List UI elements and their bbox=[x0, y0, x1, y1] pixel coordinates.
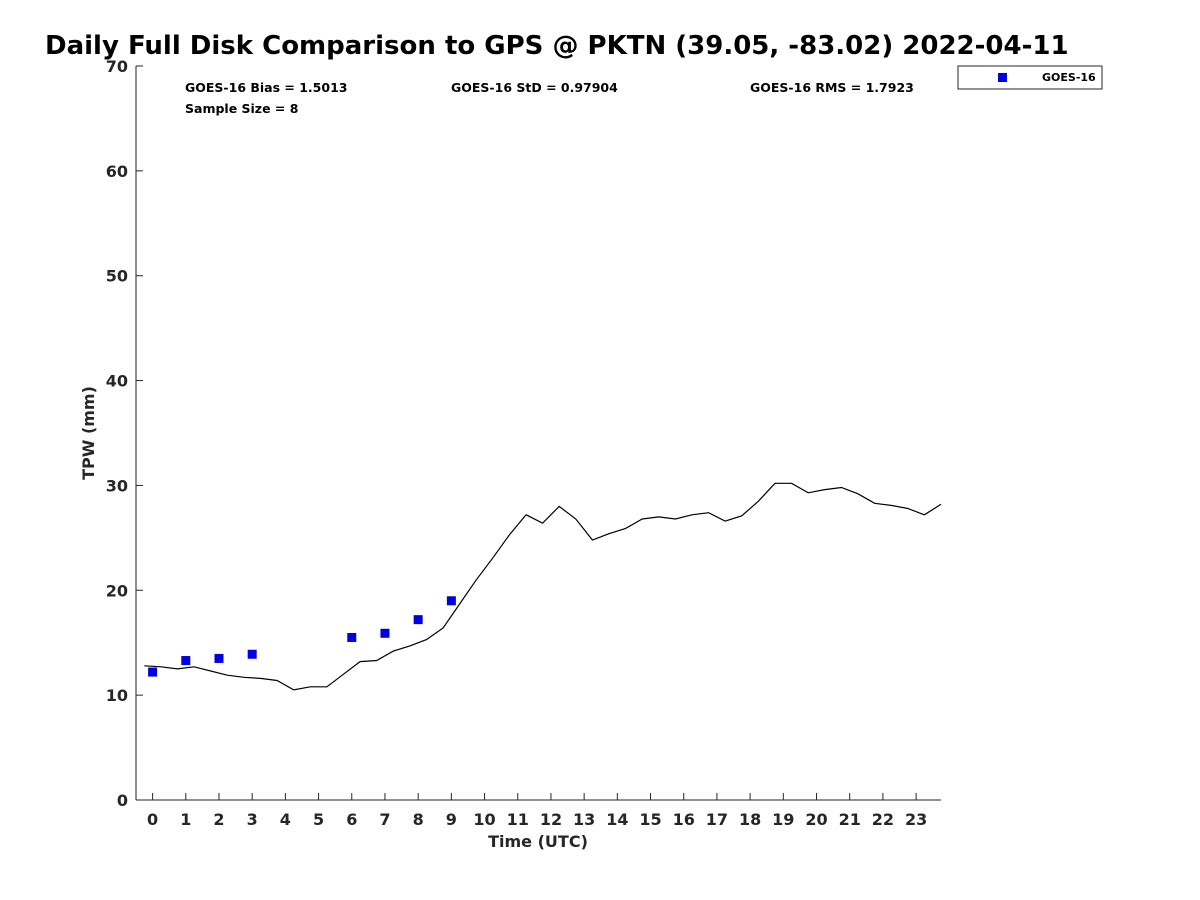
x-tick-label: 0 bbox=[147, 810, 158, 829]
x-tick-label: 3 bbox=[247, 810, 258, 829]
goes16-point bbox=[347, 632, 357, 642]
goes16-point bbox=[148, 667, 158, 677]
goes16-point bbox=[181, 656, 191, 666]
stat-bias: GOES-16 Bias = 1.5013 bbox=[185, 80, 347, 95]
x-tick-label: 16 bbox=[673, 810, 695, 829]
y-tick-label: 10 bbox=[106, 686, 128, 705]
y-tick-label: 30 bbox=[106, 476, 128, 495]
y-tick-label: 40 bbox=[106, 372, 128, 391]
x-axis-label: Time (UTC) bbox=[488, 832, 588, 851]
series-layer bbox=[144, 482, 942, 691]
legend-marker bbox=[998, 73, 1007, 82]
x-tick-label: 14 bbox=[606, 810, 628, 829]
x-tick-label: 2 bbox=[213, 810, 224, 829]
x-tick-label: 23 bbox=[905, 810, 927, 829]
legend-box bbox=[957, 65, 1103, 90]
x-tick-label: 4 bbox=[280, 810, 291, 829]
y-tick-label: 0 bbox=[117, 791, 128, 810]
x-tick-label: 11 bbox=[507, 810, 529, 829]
goes16-point bbox=[247, 649, 257, 659]
x-tick-label: 19 bbox=[772, 810, 794, 829]
x-tick-label: 13 bbox=[573, 810, 595, 829]
y-tick-label: 60 bbox=[106, 162, 128, 181]
chart-title: Daily Full Disk Comparison to GPS @ PKTN… bbox=[45, 31, 1069, 61]
x-tick-label: 12 bbox=[540, 810, 562, 829]
goes16-point bbox=[413, 615, 423, 625]
stat-std: GOES-16 StD = 0.97904 bbox=[451, 80, 618, 95]
goes16-point bbox=[446, 596, 456, 606]
y-tick-label: 20 bbox=[106, 581, 128, 600]
x-tick-label: 17 bbox=[706, 810, 728, 829]
x-tick-label: 15 bbox=[639, 810, 661, 829]
y-axis-label: TPW (mm) bbox=[79, 386, 98, 480]
y-ticks: 0 10 20 30 40 50 60 70 bbox=[106, 57, 143, 810]
x-tick-label: 10 bbox=[473, 810, 495, 829]
gps-line bbox=[144, 482, 942, 691]
x-tick-label: 20 bbox=[805, 810, 827, 829]
x-tick-label: 21 bbox=[839, 810, 861, 829]
x-tick-label: 8 bbox=[413, 810, 424, 829]
x-tick-label: 7 bbox=[379, 810, 390, 829]
y-tick-label: 50 bbox=[106, 267, 128, 286]
x-tick-label: 6 bbox=[346, 810, 357, 829]
x-tick-label: 9 bbox=[446, 810, 457, 829]
y-tick-label: 70 bbox=[106, 57, 128, 76]
x-ticks: 0 1 2 3 4 5 6 7 8 9 10 11 12 13 14 15 16 17 18 19 20 21 22 23 bbox=[147, 793, 927, 829]
plot-frame bbox=[136, 66, 941, 800]
goes16-point bbox=[214, 653, 224, 663]
stat-sample-size: Sample Size = 8 bbox=[185, 101, 298, 116]
stat-rms: GOES-16 RMS = 1.7923 bbox=[750, 80, 914, 95]
legend: GOES-16 bbox=[957, 65, 1103, 90]
x-tick-label: 22 bbox=[872, 810, 894, 829]
x-tick-label: 5 bbox=[313, 810, 324, 829]
legend-label: GOES-16 bbox=[1042, 71, 1096, 84]
x-tick-label: 18 bbox=[739, 810, 761, 829]
goes16-point bbox=[380, 628, 390, 638]
x-tick-label: 1 bbox=[180, 810, 191, 829]
